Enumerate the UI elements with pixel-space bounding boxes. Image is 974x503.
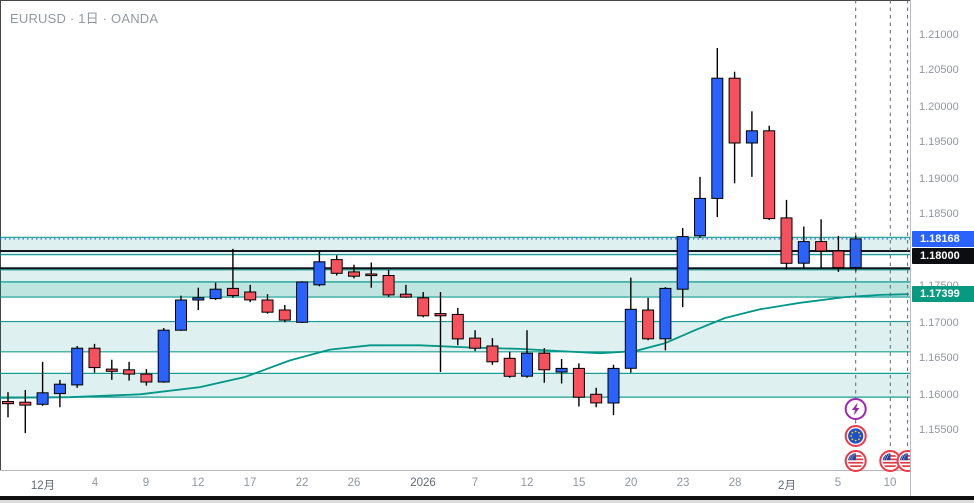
candle — [19, 389, 32, 434]
candle — [36, 361, 49, 406]
candle — [451, 307, 464, 346]
price-tick-label: 1.19500 — [919, 136, 959, 148]
candle — [659, 287, 672, 351]
candle — [123, 361, 136, 381]
date-tick-label: 5 — [834, 477, 842, 489]
window-bottom-edge — [0, 496, 974, 500]
candle — [348, 264, 360, 279]
candle — [140, 369, 153, 386]
symbol-title[interactable]: EURUSD · 1日 · OANDA — [10, 11, 159, 26]
price-tick-label: 1.19000 — [919, 173, 959, 185]
date-tick-label: 26 — [347, 477, 361, 489]
candle — [555, 359, 568, 384]
candle — [572, 363, 585, 407]
candle — [780, 199, 793, 270]
date-tick-label: 12 — [191, 477, 205, 489]
date-tick-label: 4 — [91, 477, 99, 489]
date-tick-label: 7 — [471, 477, 479, 489]
date-tick-label: 22 — [295, 477, 309, 489]
date-tick-label: 15 — [572, 477, 586, 489]
candle — [469, 330, 482, 352]
date-tick-label: 10 — [883, 477, 897, 489]
candle — [2, 392, 14, 418]
candle — [503, 351, 516, 378]
candle — [296, 281, 309, 323]
us-flag-icon[interactable] — [896, 450, 910, 472]
date-tick-label: 12 — [520, 477, 534, 489]
date-tick-label: 2026 — [410, 477, 436, 489]
candle — [278, 305, 291, 323]
price-tick-label: 1.21000 — [919, 29, 959, 41]
candle — [815, 219, 828, 269]
moving-average-line[interactable] — [0, 293, 909, 399]
candle — [607, 364, 620, 416]
candle — [226, 248, 239, 298]
lightning-icon[interactable] — [844, 398, 867, 420]
price-tick-label: 1.16500 — [919, 352, 959, 364]
window-bottom-shadow — [0, 500, 974, 503]
us-flag-icon[interactable] — [844, 450, 867, 472]
candle — [330, 255, 343, 276]
date-tick-label: 12月 — [30, 480, 56, 492]
date-tick-label: 9 — [142, 477, 150, 489]
candle — [728, 71, 741, 184]
date-tick-label: 2月 — [778, 480, 796, 492]
candle — [763, 125, 776, 221]
candle — [399, 284, 412, 298]
candle — [382, 269, 395, 298]
candle — [209, 282, 222, 300]
supply-demand-zone[interactable] — [0, 372, 910, 398]
candle — [832, 235, 845, 272]
candle — [694, 176, 706, 239]
candle — [175, 295, 187, 331]
candle — [88, 343, 101, 373]
candle — [105, 359, 118, 380]
candle — [642, 297, 655, 341]
candle — [676, 227, 689, 308]
price-tick-label: 1.20000 — [919, 101, 959, 113]
candle — [192, 287, 205, 311]
candle — [313, 250, 326, 287]
date-tick-label: 28 — [728, 477, 742, 489]
last-price-chip: 1.18168 — [912, 231, 974, 247]
price-tick-label: 1.16000 — [919, 389, 959, 401]
candle — [745, 111, 758, 177]
eu-flag-icon[interactable] — [844, 425, 867, 447]
candle — [261, 294, 274, 314]
candle — [365, 262, 378, 288]
candle — [71, 346, 84, 388]
candle — [797, 226, 810, 269]
price-tick-label: 1.15500 — [919, 424, 959, 436]
candle — [417, 292, 430, 318]
candle — [624, 277, 637, 373]
black-level-chip: 1.18000 — [912, 248, 974, 264]
chart-canvas[interactable] — [0, 0, 910, 503]
candle — [590, 387, 603, 408]
candle — [521, 330, 533, 378]
date-tick-label: 17 — [243, 477, 257, 489]
candle — [711, 47, 724, 218]
time-axis[interactable]: 12月 4 9 12 17 22 26 2026 7 12 15 20 23 28 2月 5 10 — [0, 470, 974, 498]
candle — [486, 338, 499, 365]
candle — [244, 284, 257, 303]
price-tick-label: 1.17000 — [919, 317, 959, 329]
candle — [434, 292, 447, 372]
date-tick-label: 23 — [676, 477, 690, 489]
date-tick-label: 20 — [624, 477, 638, 489]
candle — [53, 379, 66, 408]
economic-event-icons — [844, 398, 910, 472]
price-axis[interactable]: 1.21000 1.20500 1.20000 1.19500 1.19000 1.185… — [910, 0, 974, 497]
candle — [538, 348, 551, 383]
candle — [157, 328, 170, 383]
price-tick-label: 1.20500 — [919, 64, 959, 76]
price-tick-label: 1.18500 — [919, 208, 959, 220]
us-flag-icon[interactable] — [879, 450, 902, 472]
ma-value-chip: 1.17399 — [912, 286, 974, 302]
